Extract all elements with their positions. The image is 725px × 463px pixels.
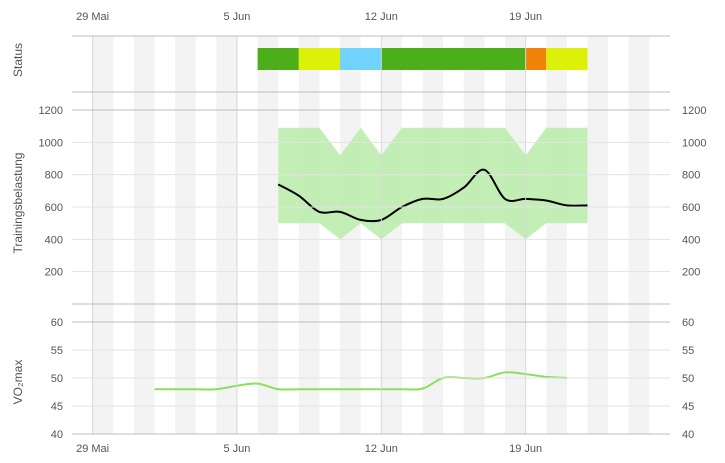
load-tick-left: 600 <box>45 202 63 214</box>
vo2max-tick-left: 45 <box>51 401 63 413</box>
status-segment <box>546 48 588 70</box>
vo2max-tick-left: 40 <box>51 429 63 441</box>
vo2max-tick-left: 55 <box>51 345 63 357</box>
vo2max-line <box>154 371 567 391</box>
date-tick-label-bottom: 19 Jun <box>509 443 542 455</box>
day-stripe <box>175 36 196 434</box>
day-stripe <box>216 36 237 434</box>
status-segment <box>298 48 341 70</box>
load-tick-right: 800 <box>682 170 700 182</box>
day-stripe <box>587 36 609 434</box>
day-stripe <box>463 36 485 434</box>
vo2max-tick-right: 55 <box>682 345 694 357</box>
date-tick-label-top: 19 Jun <box>509 11 542 23</box>
status-segment <box>525 48 547 70</box>
vo2max-tick-left: 50 <box>51 373 63 385</box>
load-band-layer <box>278 127 588 240</box>
load-tick-right: 400 <box>682 234 700 246</box>
load-line <box>277 168 588 223</box>
status-segment <box>340 48 382 70</box>
vo2max-tick-right: 60 <box>682 317 694 329</box>
vo2max-tick-right: 45 <box>682 401 694 413</box>
status-segment <box>257 48 299 70</box>
date-tick-label-bottom: 5 Jun <box>224 443 251 455</box>
day-stripe <box>92 36 114 434</box>
date-tick-label-bottom: 12 Jun <box>365 443 398 455</box>
status-panel <box>257 48 588 70</box>
load-tick-right: 200 <box>682 267 700 279</box>
load-axis-title: Trainingsbelastung <box>11 153 25 254</box>
date-tick-label-top: 29 Mai <box>76 11 109 23</box>
load-tick-right: 1000 <box>682 137 706 149</box>
day-stripe <box>422 36 444 434</box>
day-stripe <box>133 36 155 434</box>
load-tick-left: 1000 <box>39 137 63 149</box>
date-tick-label-top: 5 Jun <box>224 11 251 23</box>
day-stripe <box>257 36 279 434</box>
day-stripe <box>298 36 320 434</box>
vo2max-tick-right: 40 <box>682 429 694 441</box>
axes-layer: 29 Mai 29 Mai 5 Jun 5 Jun 12 Jun 12 Jun 19 Jun… <box>39 11 707 455</box>
load-tick-left: 1200 <box>39 105 63 117</box>
optimal-load-band <box>278 127 588 240</box>
date-tick-label-bottom: 29 Mai <box>76 443 109 455</box>
series-lines-layer <box>154 168 588 391</box>
day-stripe <box>628 36 650 434</box>
status-axis-title: Status <box>11 43 25 77</box>
load-tick-right: 600 <box>682 202 700 214</box>
date-tick-label-top: 12 Jun <box>365 11 398 23</box>
load-tick-left: 400 <box>45 234 63 246</box>
vo2max-tick-left: 60 <box>51 317 63 329</box>
load-tick-left: 200 <box>45 267 63 279</box>
load-tick-right: 1200 <box>682 105 706 117</box>
day-stripe <box>546 36 567 434</box>
load-tick-left: 800 <box>45 170 63 182</box>
vo2max-axis-title: VO₂max <box>11 360 25 405</box>
status-segment <box>381 48 526 70</box>
chart-background <box>92 36 650 434</box>
vo2max-tick-right: 50 <box>682 373 694 385</box>
